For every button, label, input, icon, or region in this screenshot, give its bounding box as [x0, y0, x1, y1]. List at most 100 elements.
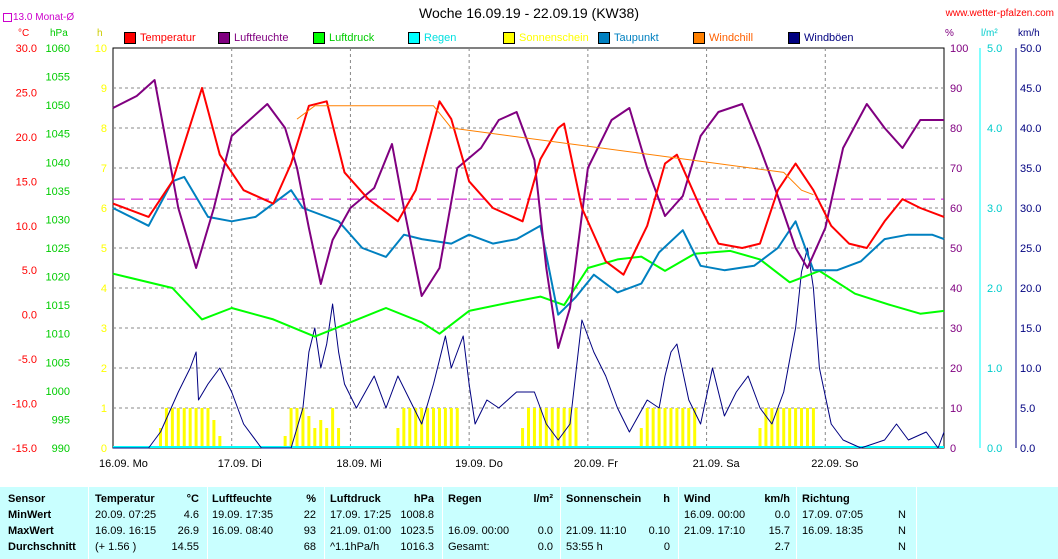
table-cell: N — [898, 541, 906, 553]
temp-axis-tick-label: -10.0 — [12, 399, 37, 411]
table-header: Richtung — [802, 493, 850, 505]
divider — [324, 487, 325, 559]
divider — [678, 487, 679, 559]
table-cell: 19.09. 17:35 — [212, 509, 274, 521]
x-tick-label: 18.09. Mi — [336, 458, 381, 470]
row-label: MaxWert — [8, 525, 54, 537]
sunshine-bar — [432, 408, 436, 448]
sun-axis-tick-label: 1 — [101, 403, 107, 415]
x-tick-label: 20.09. Fr — [574, 458, 618, 470]
humidity-axis-tick-label: 30 — [950, 323, 962, 335]
sunshine-bar — [170, 408, 174, 448]
sunshine-bar — [527, 408, 530, 448]
table-unit: °C — [186, 493, 199, 505]
legend-swatch — [788, 32, 800, 44]
legend-luftdruck: Luftdruck — [313, 32, 374, 44]
temp-axis-tick-label: 20.0 — [16, 132, 37, 144]
rain-axis-tick-label: 0.0 — [987, 443, 1002, 455]
sunshine-bar — [562, 408, 566, 448]
sunshine-bar — [283, 436, 287, 448]
legend-swatch — [693, 32, 705, 44]
x-tick-label: 16.09. Mo — [99, 458, 148, 470]
rain-axis-tick-label: 5.0 — [987, 43, 1002, 55]
sunshine-bar — [164, 408, 168, 448]
pressure-axis-tick-label: 1010 — [46, 329, 70, 341]
sunshine-bar — [758, 428, 762, 448]
table-cell: 15.7 — [768, 525, 790, 537]
divider — [796, 487, 797, 559]
legend-label: Windböen — [804, 32, 854, 44]
table-cell: 17.09. 17:25 — [330, 509, 392, 521]
divider — [916, 487, 917, 559]
table-cell: 21.09. 01:00 — [330, 525, 392, 537]
sunshine-bar — [532, 408, 536, 448]
sunshine-bar — [206, 408, 210, 448]
legend-swatch — [503, 32, 515, 44]
pressure-axis-tick-label: 1015 — [46, 300, 70, 312]
pressure-axis-tick-label: 1000 — [46, 386, 70, 398]
legend-swatch — [124, 32, 136, 44]
legend-label: Regen — [424, 32, 457, 44]
wind-axis-tick-label: 5.0 — [1020, 403, 1035, 415]
legend-label: Sonnenschein — [519, 32, 589, 44]
temp-unit: °C — [18, 28, 30, 39]
table-cell: 0.0 — [774, 509, 790, 521]
wind-axis-tick-label: 35.0 — [1020, 163, 1041, 175]
legend-label: Luftdruck — [329, 32, 375, 44]
table-cell: 17.09. 07:05 — [802, 509, 864, 521]
humidity-axis-tick-label: 0 — [950, 443, 956, 455]
table-header: Wind — [684, 493, 711, 505]
col-sonnenschein: Sonnenschein h 21.09. 11:10 0.10 53:55 h… — [562, 487, 676, 559]
luftdruck-series — [112, 249, 945, 338]
sun-axis-tick-label: 7 — [101, 163, 107, 175]
sunshine-bar — [574, 408, 578, 448]
divider — [442, 487, 443, 559]
table-header: Sensor — [8, 493, 46, 505]
wind-unit: km/h — [1018, 28, 1040, 39]
col-sensor: Sensor MinWert MaxWert Durchschnitt — [0, 487, 86, 559]
pressure-axis-tick-label: 990 — [52, 443, 70, 455]
sun-axis-tick-label: 0 — [101, 443, 107, 455]
legend-label: Taupunkt — [614, 32, 659, 44]
col-luftfeuchte: Luftfeuchte % 19.09. 17:35 22 16.09. 08:… — [209, 487, 322, 559]
table-unit: h — [663, 493, 670, 505]
row-label: MinWert — [8, 509, 52, 521]
pressure-axis-tick-label: 1030 — [46, 214, 70, 226]
sunshine-bar — [645, 408, 649, 448]
temperatur-series — [112, 87, 945, 276]
table-cell: 2.7 — [774, 541, 790, 553]
weather-chart: 30.025.020.015.010.05.00.0-5.0-10.0-15.0… — [12, 43, 1042, 470]
legend-windboeen: Windböen — [788, 32, 854, 44]
sunshine-bar — [811, 408, 815, 448]
rain-axis-tick-label: 3.0 — [987, 203, 1002, 215]
wind-axis-tick-label: 30.0 — [1020, 203, 1041, 215]
sunshine-bar — [301, 408, 305, 448]
sun-axis-tick-label: 8 — [101, 123, 107, 135]
temp-axis-tick-label: 5.0 — [22, 265, 37, 277]
table-unit: l/m² — [533, 493, 553, 505]
table-cell: 20.09. 07:25 — [95, 509, 157, 521]
sunshine-bar — [396, 428, 400, 448]
sunshine-bar — [289, 408, 293, 448]
sunshine-bar — [764, 408, 768, 448]
sunshine-bar — [568, 408, 572, 448]
x-tick-label: 19.09. Do — [455, 458, 503, 470]
humidity-unit: % — [945, 28, 954, 39]
legend-temperatur: Temperatur — [124, 32, 196, 44]
legend-label: Temperatur — [140, 32, 196, 44]
x-tick-label: 22.09. So — [811, 458, 858, 470]
table-header: Regen — [448, 493, 482, 505]
sunshine-bar — [669, 408, 673, 448]
col-wind: Wind km/h 16.09. 00:00 0.0 21.09. 17:10 … — [680, 487, 794, 559]
humidity-axis-tick-label: 80 — [950, 123, 962, 135]
legend-swatch — [408, 32, 420, 44]
sun-axis-tick-label: 6 — [101, 203, 107, 215]
pressure-axis-tick-label: 1040 — [46, 157, 70, 169]
sunshine-bar — [414, 408, 418, 448]
table-cell: 0 — [663, 541, 670, 553]
sunshine-bar — [788, 408, 792, 448]
source-link[interactable]: www.wetter-pfalzen.com — [945, 8, 1054, 19]
col-luftdruck: Luftdruck hPa 17.09. 17:25 1008.8 21.09.… — [326, 487, 440, 559]
sunshine-bar — [337, 428, 341, 448]
table-cell: 1023.5 — [400, 525, 434, 537]
